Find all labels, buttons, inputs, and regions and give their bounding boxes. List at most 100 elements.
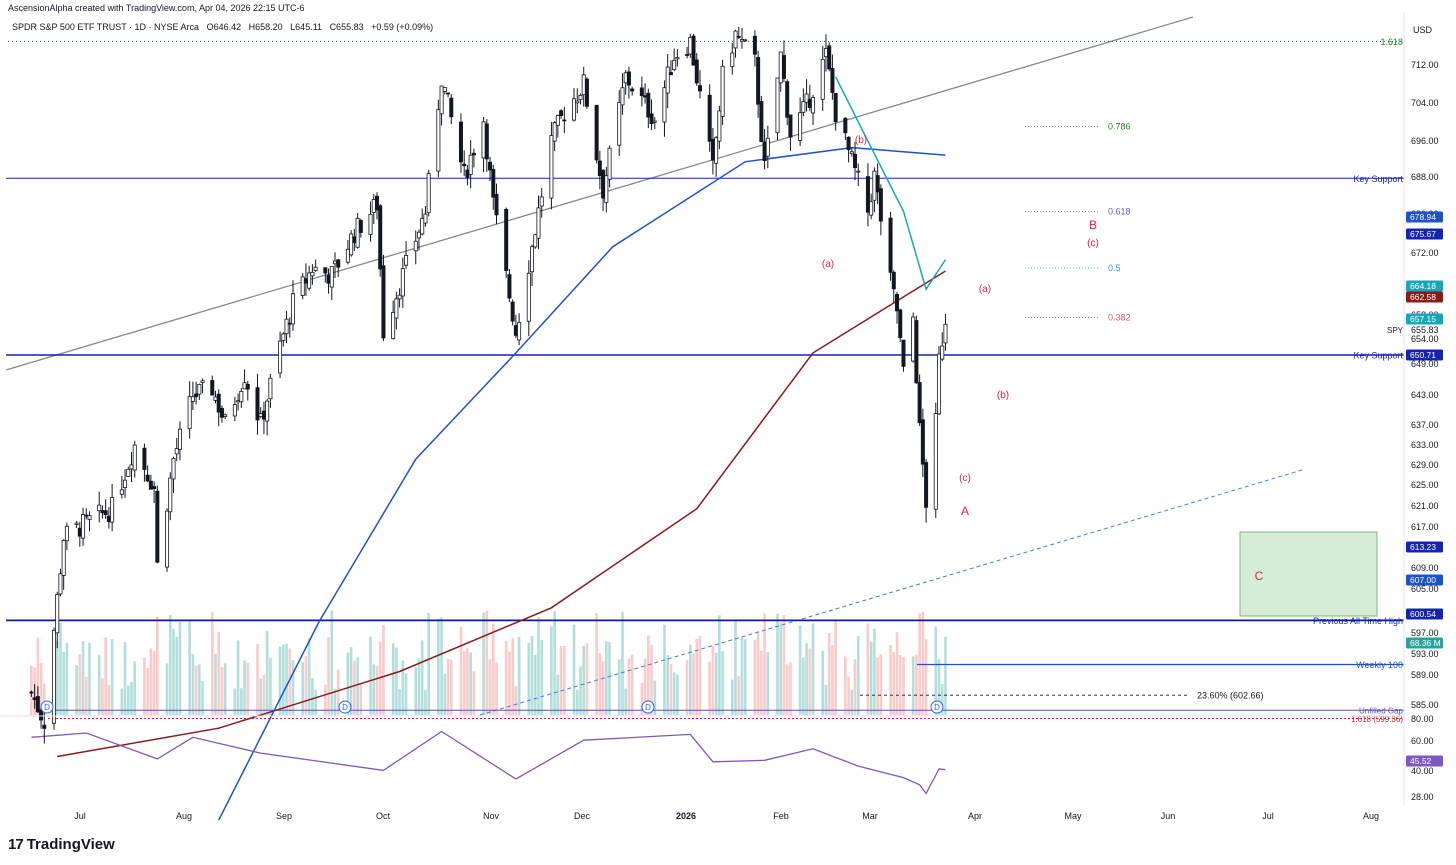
candle[interactable]: [129, 452, 134, 483]
candle[interactable]: [55, 591, 60, 649]
candle[interactable]: [646, 88, 651, 129]
candle[interactable]: [255, 373, 260, 435]
candle[interactable]: [526, 260, 531, 337]
candle[interactable]: [436, 99, 441, 178]
candle[interactable]: [397, 288, 402, 308]
candle[interactable]: [223, 413, 228, 420]
candle[interactable]: [617, 89, 622, 157]
candle[interactable]: [820, 45, 825, 111]
dashed-trendline[interactable]: [479, 469, 1303, 716]
candle[interactable]: [420, 208, 425, 236]
candle[interactable]: [258, 407, 263, 418]
candle[interactable]: [287, 317, 292, 338]
candle[interactable]: [123, 469, 128, 498]
candle[interactable]: [739, 27, 744, 49]
candle[interactable]: [607, 145, 612, 188]
candle[interactable]: [471, 148, 476, 168]
candle[interactable]: [174, 437, 179, 462]
candle[interactable]: [265, 398, 270, 436]
symbol-legend[interactable]: SPDR S&P 500 ETF TRUST · 1D · NYSE Arca …: [12, 22, 438, 32]
candle[interactable]: [775, 77, 780, 140]
candle[interactable]: [61, 539, 66, 590]
price-tag[interactable]: 613.23: [1406, 541, 1443, 553]
candle[interactable]: [672, 48, 677, 72]
candle[interactable]: [781, 40, 786, 83]
candle[interactable]: [268, 373, 273, 408]
candle[interactable]: [358, 218, 363, 238]
candle[interactable]: [29, 690, 34, 697]
candle[interactable]: [51, 627, 56, 730]
candle[interactable]: [933, 402, 938, 518]
candle[interactable]: [446, 92, 451, 98]
candle[interactable]: [42, 710, 47, 744]
candle[interactable]: [733, 29, 738, 58]
candle[interactable]: [307, 265, 312, 291]
candle[interactable]: [336, 258, 341, 278]
candle[interactable]: [97, 491, 102, 523]
candle[interactable]: [300, 273, 305, 300]
candle[interactable]: [142, 443, 147, 482]
candle[interactable]: [830, 54, 835, 100]
candle[interactable]: [177, 421, 182, 461]
candle[interactable]: [242, 369, 247, 390]
candle[interactable]: [675, 49, 680, 67]
candle[interactable]: [132, 440, 137, 478]
price-tag[interactable]: 657.15: [1406, 313, 1443, 325]
price-tag[interactable]: 678.94: [1406, 211, 1443, 223]
candle[interactable]: [303, 263, 308, 296]
candle[interactable]: [39, 707, 44, 729]
candle[interactable]: [872, 167, 877, 213]
candle[interactable]: [643, 83, 648, 104]
candle[interactable]: [442, 87, 447, 95]
candle[interactable]: [391, 300, 396, 340]
candle[interactable]: [326, 268, 331, 294]
candle[interactable]: [517, 313, 522, 346]
candle[interactable]: [58, 568, 63, 597]
candle[interactable]: [145, 465, 150, 483]
candle[interactable]: [197, 383, 202, 400]
candle[interactable]: [213, 390, 218, 404]
candle[interactable]: [849, 147, 854, 157]
candle[interactable]: [100, 505, 105, 519]
candle[interactable]: [355, 213, 360, 249]
candle[interactable]: [291, 280, 296, 331]
candle[interactable]: [626, 66, 631, 99]
candle[interactable]: [404, 240, 409, 269]
candle[interactable]: [601, 169, 606, 211]
candle[interactable]: [575, 88, 580, 114]
candle[interactable]: [374, 192, 379, 220]
candle[interactable]: [381, 254, 386, 342]
candle[interactable]: [555, 114, 560, 138]
candle[interactable]: [119, 475, 124, 499]
candle[interactable]: [530, 244, 535, 286]
candle[interactable]: [898, 308, 903, 342]
candle[interactable]: [416, 229, 421, 251]
candle[interactable]: [869, 193, 874, 220]
candle[interactable]: [368, 201, 373, 242]
price-tag[interactable]: 45.52: [1406, 755, 1443, 767]
candle[interactable]: [694, 53, 699, 86]
candle[interactable]: [785, 79, 790, 126]
candle[interactable]: [788, 114, 793, 151]
candle[interactable]: [236, 393, 241, 411]
candle[interactable]: [736, 26, 741, 39]
dividend-marker[interactable]: D: [641, 700, 655, 714]
candle[interactable]: [165, 508, 170, 572]
candle[interactable]: [549, 121, 554, 210]
candle[interactable]: [168, 472, 173, 521]
candle[interactable]: [533, 233, 538, 249]
candle[interactable]: [110, 484, 115, 532]
candle[interactable]: [778, 51, 783, 92]
candle[interactable]: [917, 374, 922, 426]
candle[interactable]: [200, 378, 205, 394]
price-tag[interactable]: 68.36 M: [1406, 637, 1443, 649]
candle[interactable]: [714, 136, 719, 177]
ema-20-line[interactable]: [834, 76, 947, 291]
candle[interactable]: [811, 94, 816, 125]
candle[interactable]: [245, 380, 250, 401]
candle[interactable]: [865, 163, 870, 227]
candle[interactable]: [765, 125, 770, 169]
candle[interactable]: [462, 150, 467, 177]
candle[interactable]: [35, 686, 40, 714]
